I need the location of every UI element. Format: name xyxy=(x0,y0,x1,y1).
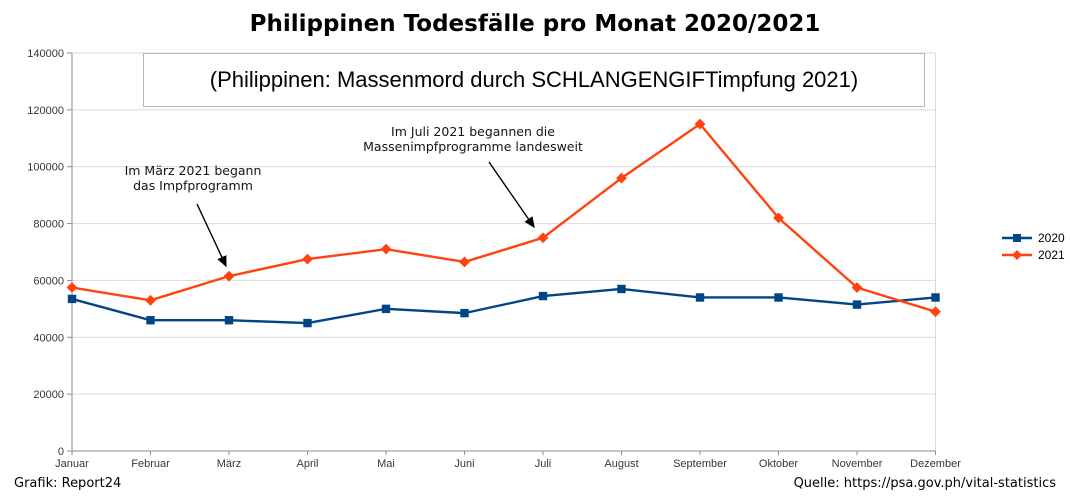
chart-title: Philippinen Todesfälle pro Monat 2020/20… xyxy=(249,11,821,37)
legend-item-2021: 2021 xyxy=(1001,248,1065,262)
annotation-march-line1: Im März 2021 begann xyxy=(124,163,262,178)
legend-marker-2021-icon xyxy=(1002,250,1032,260)
y-tick-label: 140000 xyxy=(27,48,64,60)
legend-marker-2020-icon xyxy=(1002,234,1032,242)
y-tick-label: 100000 xyxy=(27,162,64,174)
annotation-arrow-März xyxy=(196,203,227,268)
x-tick-label: Oktober xyxy=(759,458,798,470)
data-point-2020 xyxy=(146,316,155,325)
data-point-2021 xyxy=(223,270,235,282)
y-tick-label: 20000 xyxy=(33,389,64,401)
data-point-2021 xyxy=(302,253,313,265)
data-point-2021 xyxy=(773,212,784,224)
data-point-2021 xyxy=(145,294,156,306)
y-tick-label: 120000 xyxy=(27,105,64,117)
footer-credit: Grafik: Report24 xyxy=(14,476,122,491)
series-line-2021 xyxy=(71,122,936,313)
x-tick-label: Mai xyxy=(377,458,395,470)
data-point-2020 xyxy=(774,293,783,302)
data-point-2021 xyxy=(851,282,863,293)
x-tick-label: Februar xyxy=(131,458,170,470)
y-tick-label: 80000 xyxy=(33,219,64,231)
x-tick-label: August xyxy=(604,458,638,470)
annotation-arrow-Juli xyxy=(488,161,535,229)
x-tick-label: April xyxy=(296,458,318,470)
legend-item-2020: 2020 xyxy=(1001,231,1065,245)
data-point-2021 xyxy=(537,232,549,244)
annotation-march: Im März 2021 begann das Impfprogramm xyxy=(98,163,288,193)
data-point-2020 xyxy=(852,300,862,309)
data-point-2020 xyxy=(538,291,548,301)
y-tick-label: 40000 xyxy=(33,332,64,344)
data-point-2020 xyxy=(617,284,626,294)
data-point-2020 xyxy=(303,318,312,328)
x-tick-label: Juni xyxy=(454,458,474,470)
legend-label-2021: 2021 xyxy=(1038,248,1065,262)
x-tick-label: Dezember xyxy=(910,458,961,470)
legend-label-2020: 2020 xyxy=(1038,231,1065,245)
x-tick-label: März xyxy=(217,458,241,470)
y-tick-label: 0 xyxy=(58,446,64,458)
x-tick-label: Januar xyxy=(55,458,89,470)
data-point-2020 xyxy=(931,293,940,302)
data-point-2020 xyxy=(224,316,234,325)
chart-subtitle: (Philippinen: Massenmord durch SCHLANGEN… xyxy=(209,67,859,92)
x-tick-label: Juli xyxy=(535,458,552,470)
data-point-2020 xyxy=(695,293,705,302)
annotation-july-line2: Massenimpfprogramme landesweit xyxy=(363,139,583,154)
data-point-2021 xyxy=(66,282,78,293)
data-point-2020 xyxy=(67,294,77,304)
chart-legend: 2020 2021 xyxy=(1001,231,1065,262)
data-point-2021 xyxy=(930,306,941,318)
data-point-2021 xyxy=(616,172,627,184)
chart-subtitle-box: (Philippinen: Massenmord durch SCHLANGEN… xyxy=(143,53,925,107)
y-tick-label: 60000 xyxy=(33,275,64,287)
x-tick-label: November xyxy=(832,458,883,470)
data-point-2020 xyxy=(381,304,391,314)
data-point-2021 xyxy=(694,118,706,130)
data-point-2021 xyxy=(459,256,470,268)
annotation-march-line2: das Impfprogramm xyxy=(133,178,253,193)
series-line-2020 xyxy=(71,287,936,325)
annotation-july: Im Juli 2021 begannen die Massenimpfprog… xyxy=(358,124,588,154)
footer-source: Quelle: https://psa.gov.ph/vital-statist… xyxy=(793,476,1056,491)
data-point-2020 xyxy=(460,308,469,318)
annotation-july-line1: Im Juli 2021 begannen die xyxy=(391,124,555,139)
data-point-2021 xyxy=(380,243,392,255)
x-tick-label: September xyxy=(673,458,727,470)
